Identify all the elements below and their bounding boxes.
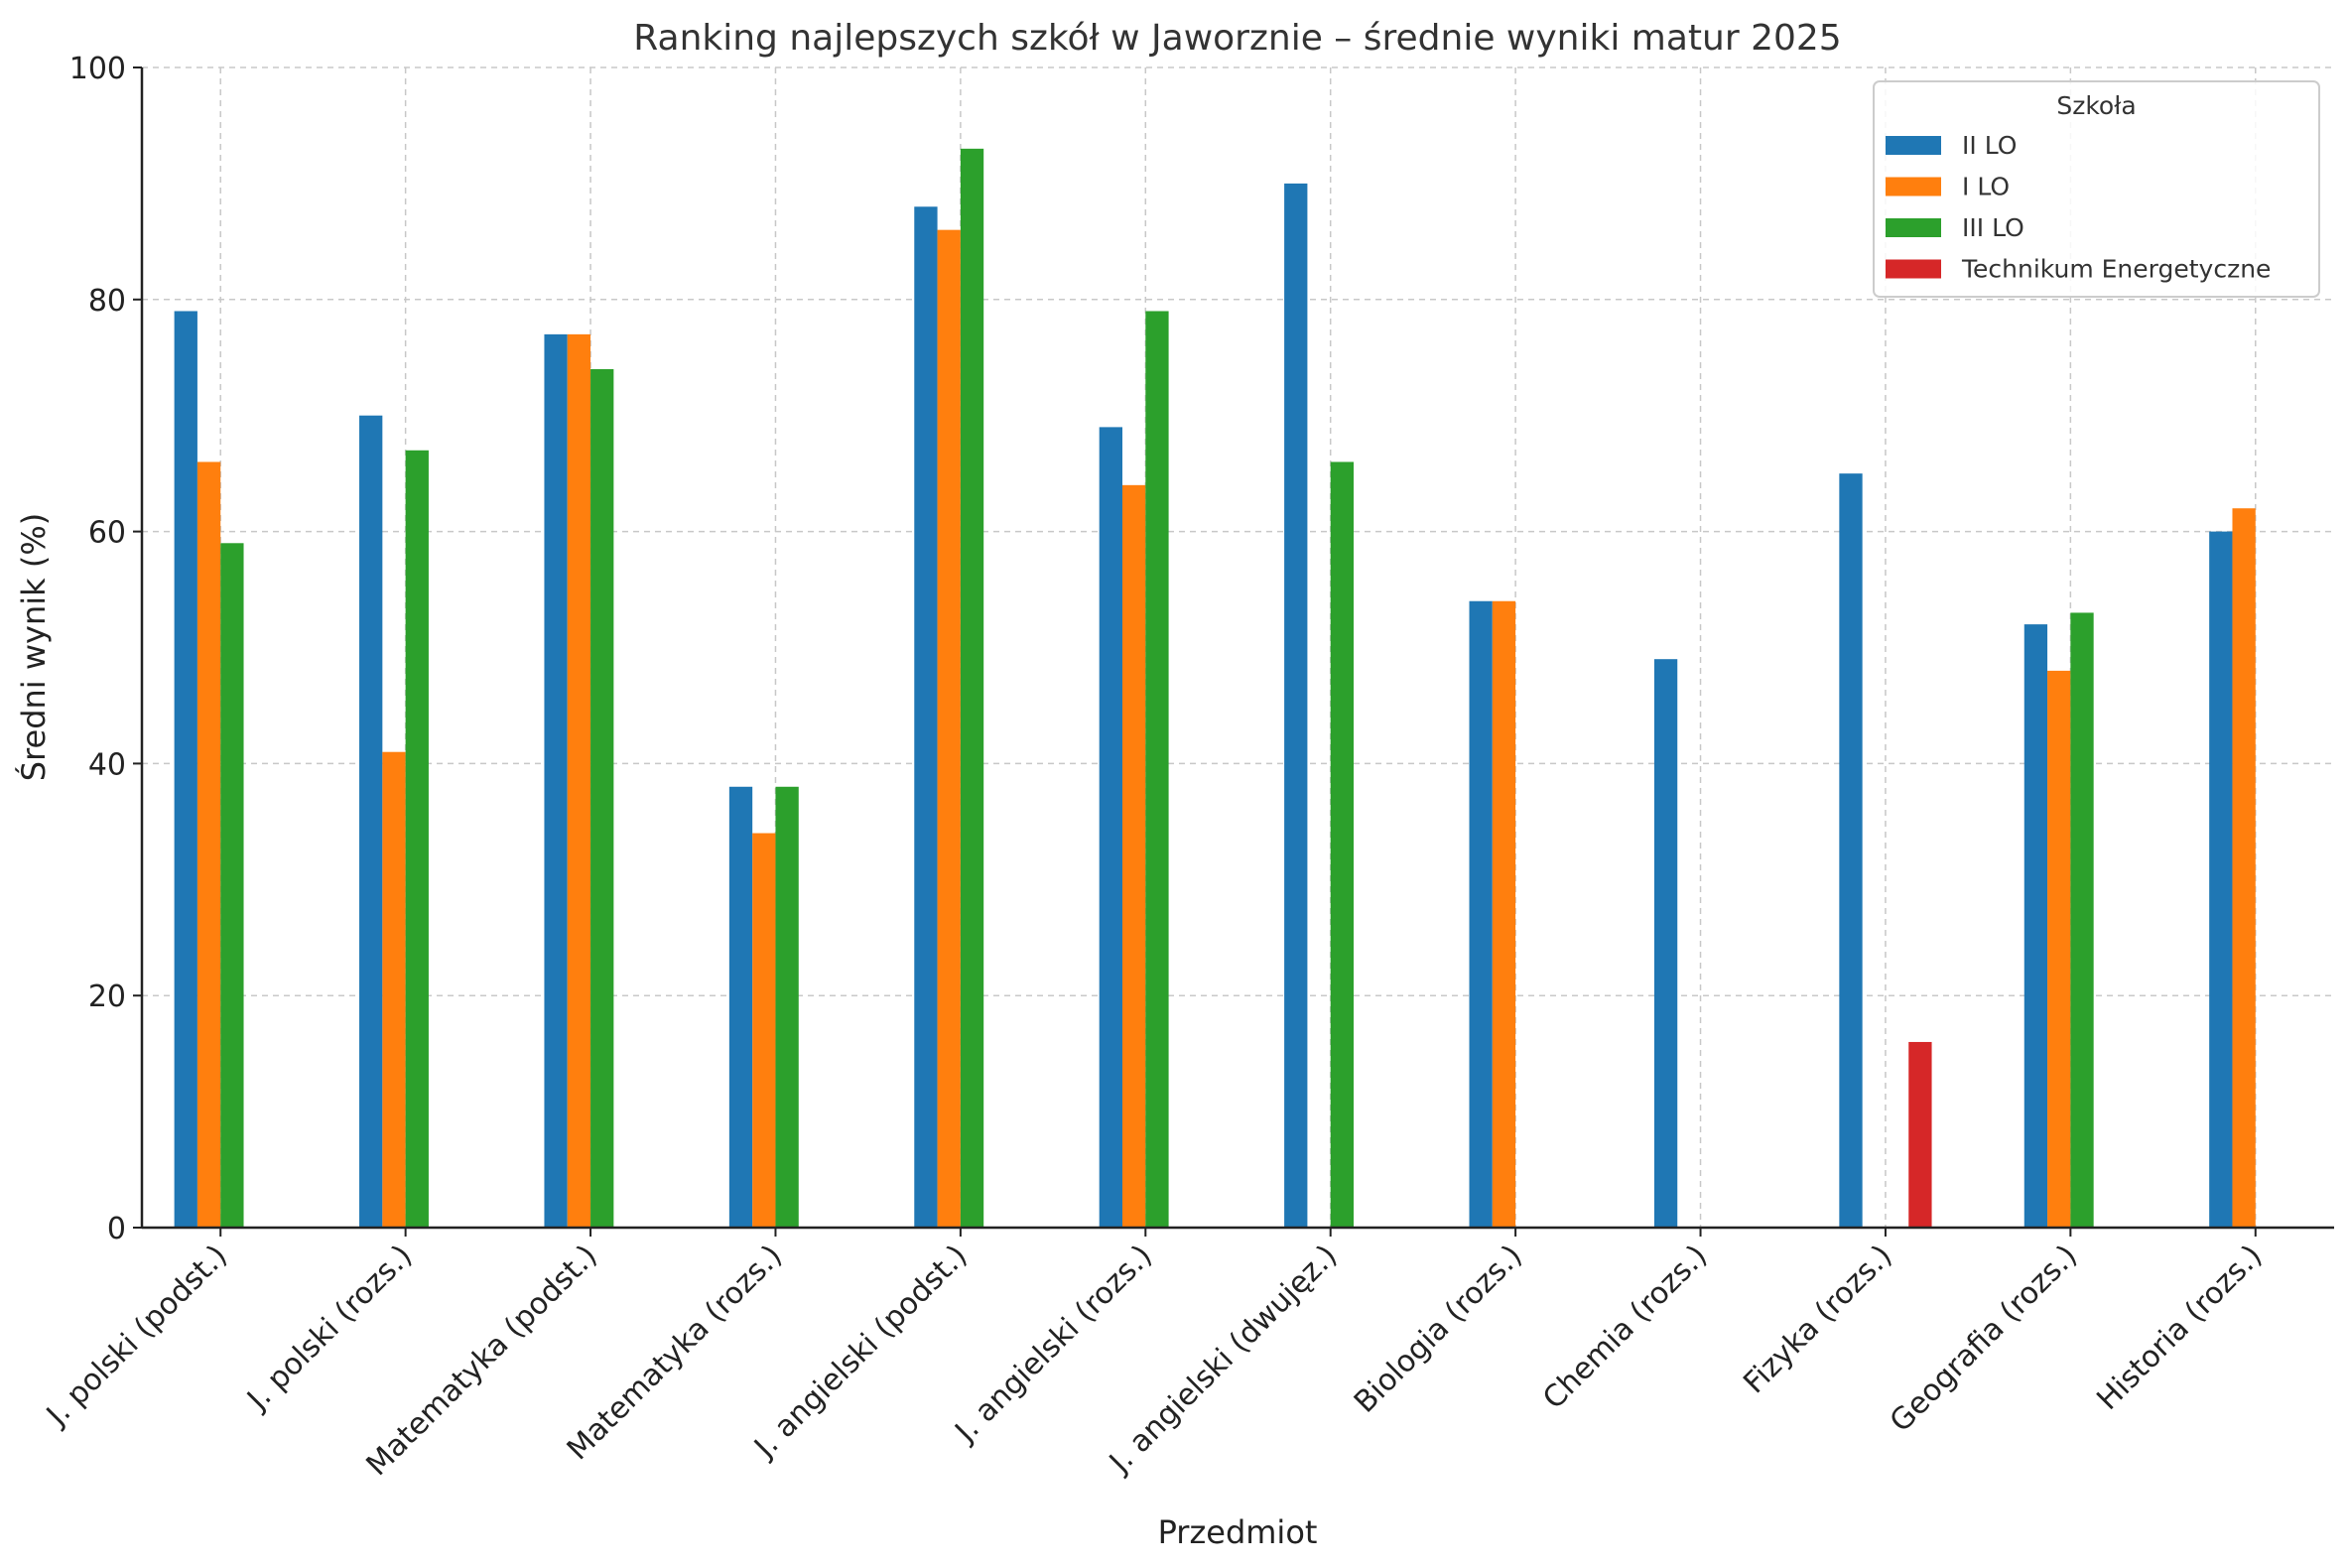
bar (728, 786, 753, 1228)
bars (174, 148, 2256, 1229)
bar (752, 833, 776, 1228)
legend-item-label: II LO (1962, 131, 2017, 160)
bar (1839, 473, 1863, 1228)
legend-swatch (1886, 259, 1941, 279)
x-tick-label: Geografia (rozs.) (1884, 1239, 2084, 1439)
bar (405, 450, 429, 1228)
bar (1099, 427, 1122, 1228)
legend: Szkoła II LO I LO III LO Technikum Energetyc… (1873, 80, 2320, 298)
y-tick-label: 0 (107, 1212, 126, 1246)
chart-title: Ranking najlepszych szkół w Jaworznie – … (633, 18, 1841, 59)
bar (1284, 183, 1308, 1228)
bar (196, 461, 221, 1229)
bar (1330, 461, 1355, 1229)
x-tick-label: J. angielski (rozs.) (948, 1239, 1159, 1450)
bar (174, 311, 197, 1228)
legend-swatch (1886, 136, 1941, 155)
y-tick-label: 100 (69, 52, 126, 86)
bar (359, 415, 383, 1228)
bar (775, 786, 799, 1228)
bar (960, 148, 984, 1229)
x-tick-label: Historia (rozs.) (2090, 1239, 2269, 1417)
x-tick-label: J. angielski (podst.) (746, 1239, 974, 1466)
legend-title: Szkoła (2056, 91, 2136, 120)
bar (1469, 600, 1493, 1228)
bar (2047, 670, 2071, 1228)
bar (567, 333, 591, 1228)
legend-swatch (1886, 218, 1941, 237)
legend-swatch (1886, 177, 1941, 196)
legend-item-label: I LO (1962, 173, 2010, 201)
bar (544, 333, 568, 1228)
x-tick-label: Fizyka (rozs.) (1737, 1239, 1898, 1400)
bar (914, 206, 938, 1228)
x-tick-label: J. polski (rozs.) (239, 1239, 419, 1418)
y-tick-label: 20 (88, 980, 126, 1014)
bar (937, 229, 961, 1228)
legend-item-label: III LO (1962, 213, 2024, 242)
x-tick-label: J. polski (podst.) (39, 1239, 234, 1434)
bar (2023, 624, 2048, 1228)
legend-item-label: Technikum Energetyczne (1961, 255, 2271, 284)
bar (590, 368, 614, 1228)
x-tick-label: Chemia (rozs.) (1536, 1239, 1714, 1416)
x-tick-label: Biologia (rozs.) (1348, 1239, 1529, 1420)
bar (2070, 612, 2094, 1228)
bar (1653, 659, 1678, 1228)
bar (382, 751, 406, 1228)
bar (220, 543, 244, 1228)
y-tick-label: 80 (88, 284, 126, 319)
bar (2232, 508, 2256, 1228)
legend-box (1873, 80, 2320, 298)
x-axis-label: Przedmiot (1158, 1513, 1318, 1551)
bar (1145, 311, 1169, 1228)
bar (2209, 531, 2233, 1228)
bar (1121, 484, 1146, 1229)
bar (1492, 600, 1516, 1228)
bar (1908, 1041, 1932, 1228)
axes (133, 66, 2334, 1237)
y-tick-label: 60 (88, 516, 126, 551)
y-tick-label: 40 (88, 747, 126, 782)
y-axis-label: Średni wynik (%) (14, 513, 53, 781)
